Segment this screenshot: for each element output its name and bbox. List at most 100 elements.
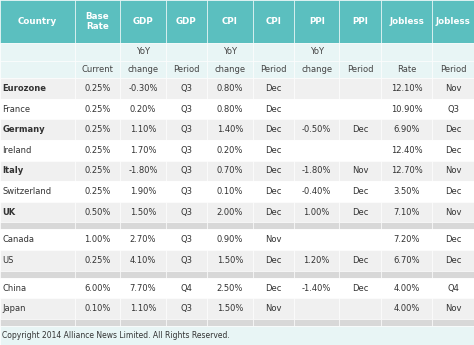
Text: Copyright 2014 Alliance News Limited. All Rights Reserved.: Copyright 2014 Alliance News Limited. Al…	[2, 331, 230, 340]
Bar	[207, 250, 253, 270]
Text: 1.50%: 1.50%	[217, 304, 243, 313]
Text: Dec: Dec	[265, 187, 282, 196]
Bar	[339, 202, 381, 222]
Bar	[381, 229, 432, 250]
Bar	[75, 119, 120, 140]
Bar	[253, 181, 294, 202]
Bar	[432, 119, 474, 140]
Bar	[75, 222, 120, 229]
Bar	[120, 222, 165, 229]
Bar	[381, 222, 432, 229]
Text: 6.90%: 6.90%	[393, 125, 420, 134]
Bar	[432, 270, 474, 278]
Bar	[120, 43, 165, 60]
Text: 2.70%: 2.70%	[129, 235, 156, 244]
Text: 2.50%: 2.50%	[217, 284, 243, 293]
Text: 4.00%: 4.00%	[393, 284, 420, 293]
Bar	[0, 161, 75, 181]
Bar	[294, 222, 339, 229]
Bar	[207, 0, 253, 43]
Bar	[432, 319, 474, 326]
Bar	[0, 222, 75, 229]
Bar	[0, 229, 75, 250]
Bar	[165, 298, 207, 319]
Text: 1.10%: 1.10%	[130, 125, 156, 134]
Bar	[339, 0, 381, 43]
Bar	[0, 140, 75, 161]
Text: 0.20%: 0.20%	[217, 146, 243, 155]
Text: GDP: GDP	[133, 17, 153, 26]
Bar	[165, 60, 207, 78]
Text: Dec: Dec	[265, 146, 282, 155]
Bar	[381, 161, 432, 181]
Text: Dec: Dec	[352, 125, 368, 134]
Text: GDP: GDP	[176, 17, 197, 26]
Bar	[253, 140, 294, 161]
Text: 1.50%: 1.50%	[130, 208, 156, 217]
Text: Dec: Dec	[445, 235, 461, 244]
Text: Period: Period	[440, 65, 466, 74]
Text: 0.80%: 0.80%	[217, 105, 243, 114]
Text: Nov: Nov	[352, 166, 368, 175]
Text: 0.25%: 0.25%	[84, 84, 110, 93]
Bar	[294, 0, 339, 43]
Bar	[432, 140, 474, 161]
Bar	[432, 202, 474, 222]
Text: 12.70%: 12.70%	[391, 166, 423, 175]
Bar	[120, 0, 165, 43]
Bar	[432, 250, 474, 270]
Text: Nov: Nov	[445, 304, 462, 313]
Bar	[253, 298, 294, 319]
Bar	[75, 161, 120, 181]
Bar	[75, 229, 120, 250]
Text: Dec: Dec	[265, 208, 282, 217]
Bar	[381, 0, 432, 43]
Bar	[339, 270, 381, 278]
Bar	[294, 161, 339, 181]
Bar	[294, 298, 339, 319]
Text: PPI: PPI	[352, 17, 368, 26]
Bar	[75, 181, 120, 202]
Bar	[253, 270, 294, 278]
Bar	[253, 278, 294, 298]
Bar	[0, 0, 75, 43]
Text: 0.80%: 0.80%	[217, 84, 243, 93]
Text: Q3: Q3	[180, 235, 192, 244]
Text: 12.40%: 12.40%	[391, 146, 422, 155]
Text: PPI: PPI	[309, 17, 325, 26]
Bar	[294, 43, 339, 60]
Text: Period: Period	[173, 65, 200, 74]
Bar	[339, 43, 381, 60]
Text: 0.70%: 0.70%	[217, 166, 243, 175]
Bar	[432, 298, 474, 319]
Bar	[120, 78, 165, 99]
Bar	[75, 278, 120, 298]
Text: Dec: Dec	[265, 125, 282, 134]
Bar	[0, 119, 75, 140]
Bar	[381, 60, 432, 78]
Bar	[294, 278, 339, 298]
Bar	[432, 0, 474, 43]
Text: Dec: Dec	[265, 166, 282, 175]
Text: 6.00%: 6.00%	[84, 284, 111, 293]
Text: Base
Rate: Base Rate	[86, 12, 109, 31]
Text: 0.25%: 0.25%	[84, 125, 110, 134]
Bar	[165, 278, 207, 298]
Bar	[253, 319, 294, 326]
Bar	[75, 202, 120, 222]
Bar	[75, 99, 120, 119]
Bar	[294, 202, 339, 222]
Text: 0.25%: 0.25%	[84, 146, 110, 155]
Bar	[381, 270, 432, 278]
Bar	[165, 43, 207, 60]
Text: -0.30%: -0.30%	[128, 84, 158, 93]
Bar	[0, 319, 75, 326]
Text: Nov: Nov	[265, 304, 282, 313]
Bar	[294, 119, 339, 140]
Text: change: change	[301, 65, 332, 74]
Bar	[165, 250, 207, 270]
Bar	[253, 229, 294, 250]
Text: 0.50%: 0.50%	[84, 208, 110, 217]
Bar	[253, 119, 294, 140]
Text: Current: Current	[82, 65, 113, 74]
